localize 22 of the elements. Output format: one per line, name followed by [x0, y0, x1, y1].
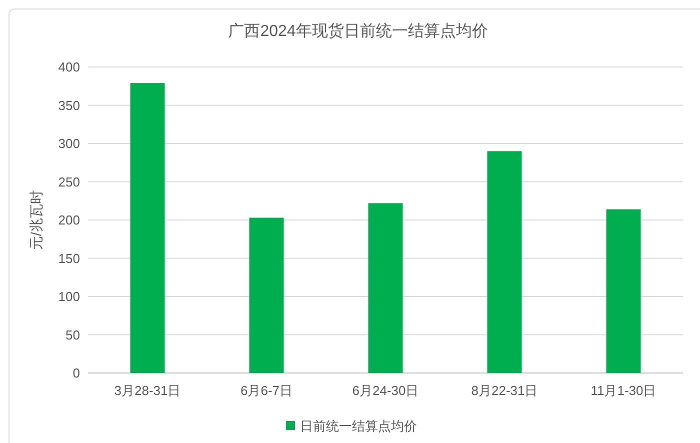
bar	[606, 209, 641, 373]
x-tick-label: 11月1-30日	[590, 383, 656, 398]
x-tick-label: 3月28-31日	[114, 383, 181, 398]
bar	[487, 151, 522, 373]
bar	[130, 83, 165, 373]
x-tick-label: 6月24-30日	[352, 383, 419, 398]
y-tick-label: 150	[58, 250, 80, 266]
y-tick-label: 200	[58, 212, 80, 228]
chart-title: 广西2024年现货日前统一结算点均价	[228, 22, 488, 40]
bar	[368, 203, 403, 373]
y-tick-label: 300	[58, 136, 80, 152]
y-tick-label: 100	[58, 289, 80, 304]
y-tick-label: 0	[72, 366, 80, 381]
y-axis-title: 元/兆瓦时	[28, 190, 44, 250]
y-tick-label: 400	[58, 60, 80, 75]
legend-label: 日前统一结算点均价	[300, 418, 417, 434]
y-tick-label: 350	[58, 98, 80, 113]
y-tick-label: 250	[58, 174, 80, 190]
x-tick-label: 6月6-7日	[240, 383, 293, 398]
bar	[249, 218, 284, 373]
y-tick-label: 50	[66, 327, 80, 342]
x-tick-label: 8月22-31日	[471, 383, 538, 398]
